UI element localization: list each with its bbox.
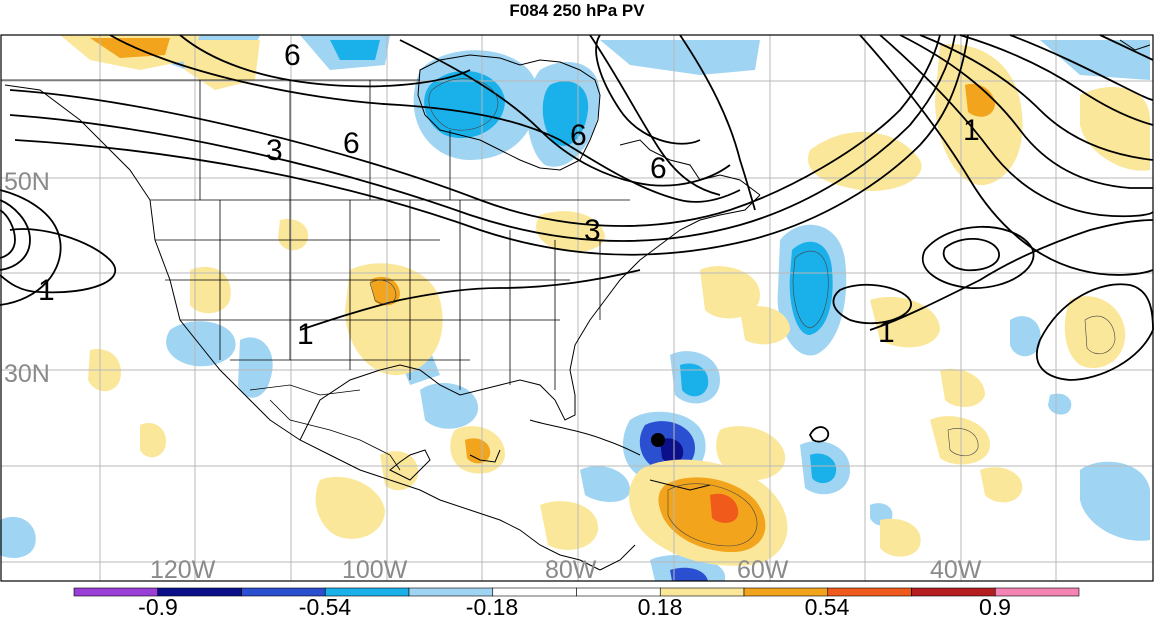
colorbar-tick-label: -0.18 — [466, 594, 518, 619]
axis-labels: 50N 30N 120W 100W 80W 60W 40W — [4, 168, 982, 584]
contour-label: 6 — [650, 152, 667, 185]
contour-label: 3 — [584, 214, 601, 247]
storm-location-marker — [651, 433, 665, 447]
colorbar-swatch — [994, 587, 1080, 597]
colorbar-tick-label: 0.54 — [805, 594, 850, 619]
map-frame — [0, 34, 1154, 582]
coastlines — [4, 39, 1151, 571]
longitude-label: 100W — [342, 556, 408, 584]
colorbar-tick-label: -0.9 — [138, 594, 178, 619]
colorbar-tick-label: 0.18 — [638, 594, 683, 619]
contour-label: 1 — [963, 114, 980, 147]
contour-labels: 6 3 6 6 6 3 1 1 1 1 — [38, 39, 980, 351]
contour-label: 6 — [570, 119, 587, 152]
state-borders — [1, 79, 630, 471]
contour-label: 1 — [878, 316, 895, 349]
latitude-label: 50N — [4, 168, 50, 196]
colorbar-tick-labels: -0.9 -0.54 -0.18 0.18 0.54 0.9 — [138, 594, 1011, 619]
latitude-label: 30N — [4, 360, 50, 388]
colorbar-tick-label: 0.9 — [979, 594, 1011, 619]
colorbar — [73, 587, 1080, 597]
graticule — [1, 35, 1153, 581]
map-title: F084 250 hPa PV — [509, 1, 645, 20]
contour-label: 1 — [297, 318, 314, 351]
colorbar-tick-label: -0.54 — [299, 594, 352, 619]
longitude-label: 60W — [737, 556, 789, 584]
contour-label: 6 — [284, 39, 301, 72]
pv-contours — [0, 34, 1154, 443]
contour-label: 1 — [38, 274, 55, 307]
contour-label: 3 — [266, 134, 283, 167]
longitude-label: 120W — [150, 556, 216, 584]
longitude-label: 40W — [930, 556, 982, 584]
longitude-label: 80W — [545, 556, 597, 584]
contour-label: 6 — [343, 127, 360, 160]
